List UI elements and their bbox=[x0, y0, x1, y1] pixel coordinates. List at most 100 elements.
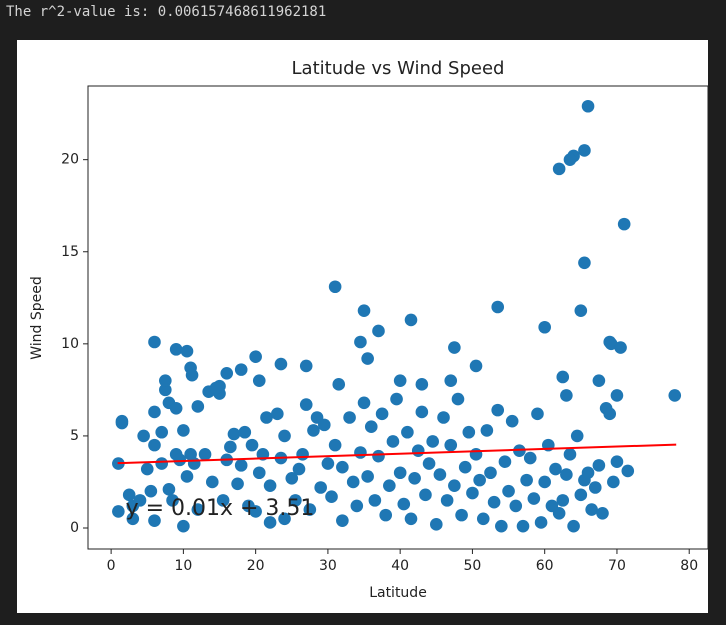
point bbox=[527, 492, 541, 505]
point bbox=[317, 418, 331, 432]
x-tick-label: 10 bbox=[174, 558, 192, 574]
point bbox=[451, 392, 465, 406]
point bbox=[610, 389, 624, 402]
point bbox=[408, 471, 421, 485]
point bbox=[278, 512, 291, 526]
point bbox=[401, 425, 414, 439]
point bbox=[187, 457, 201, 470]
point bbox=[350, 499, 364, 513]
point bbox=[592, 459, 606, 472]
point bbox=[137, 429, 150, 443]
point bbox=[169, 343, 183, 356]
chart-title: Latitude vs Wind Speed bbox=[292, 58, 505, 79]
point bbox=[148, 438, 161, 452]
point bbox=[538, 475, 551, 489]
point bbox=[509, 499, 523, 513]
point bbox=[314, 481, 327, 494]
point bbox=[415, 405, 429, 419]
point bbox=[372, 449, 385, 463]
point bbox=[191, 503, 205, 516]
point bbox=[397, 497, 411, 511]
point bbox=[422, 457, 436, 470]
point bbox=[249, 350, 262, 364]
point bbox=[516, 519, 530, 533]
y-axis-label: Wind Speed bbox=[29, 276, 45, 360]
point bbox=[563, 448, 577, 461]
point bbox=[155, 425, 169, 439]
y-tick-label: 10 bbox=[61, 336, 79, 352]
point bbox=[173, 453, 187, 467]
point bbox=[393, 466, 407, 480]
point bbox=[448, 479, 461, 492]
point bbox=[325, 490, 338, 503]
point bbox=[411, 444, 425, 457]
point bbox=[429, 518, 443, 531]
point bbox=[260, 411, 273, 424]
point bbox=[234, 363, 248, 376]
figure-background bbox=[17, 40, 708, 613]
point bbox=[155, 457, 169, 470]
point bbox=[328, 280, 342, 294]
x-tick-label: 70 bbox=[608, 558, 626, 574]
point bbox=[433, 468, 447, 481]
y-tick-label: 5 bbox=[70, 428, 79, 444]
output-text: The r^2-value is: 0.006157468611962181 bbox=[6, 4, 327, 20]
point bbox=[487, 495, 501, 509]
point bbox=[122, 488, 136, 502]
point bbox=[271, 407, 284, 421]
point bbox=[484, 466, 497, 480]
point bbox=[455, 508, 468, 522]
point bbox=[303, 503, 317, 516]
point bbox=[437, 411, 450, 424]
x-tick-label: 20 bbox=[247, 558, 265, 574]
point bbox=[607, 475, 620, 489]
point bbox=[162, 483, 176, 496]
point bbox=[393, 374, 407, 387]
point bbox=[505, 414, 519, 428]
point bbox=[285, 471, 299, 485]
point bbox=[185, 368, 199, 382]
point bbox=[166, 494, 179, 507]
point bbox=[296, 448, 309, 461]
point bbox=[364, 420, 378, 434]
point bbox=[552, 506, 566, 520]
point bbox=[498, 455, 512, 469]
point bbox=[502, 484, 515, 498]
point bbox=[574, 304, 588, 317]
point bbox=[578, 144, 591, 157]
point bbox=[531, 407, 544, 421]
point bbox=[668, 389, 682, 402]
x-tick-label: 50 bbox=[464, 558, 482, 574]
y-tick-label: 0 bbox=[70, 520, 79, 536]
point bbox=[444, 438, 458, 452]
point bbox=[198, 448, 212, 461]
point bbox=[404, 313, 418, 327]
point bbox=[245, 438, 259, 452]
point bbox=[534, 516, 548, 529]
point bbox=[278, 429, 291, 443]
point bbox=[560, 389, 573, 402]
point bbox=[419, 488, 432, 502]
point bbox=[216, 494, 230, 507]
point bbox=[180, 470, 194, 483]
point bbox=[148, 335, 161, 349]
point bbox=[292, 462, 306, 476]
point bbox=[354, 335, 367, 349]
point bbox=[469, 359, 483, 373]
point bbox=[390, 392, 403, 406]
point bbox=[440, 494, 454, 507]
point bbox=[495, 519, 508, 533]
x-tick-label: 60 bbox=[536, 558, 554, 574]
point bbox=[227, 427, 241, 441]
point bbox=[274, 357, 288, 371]
point bbox=[159, 383, 172, 397]
point bbox=[263, 516, 277, 529]
point bbox=[361, 352, 374, 365]
point bbox=[354, 446, 367, 459]
point bbox=[596, 506, 609, 520]
point bbox=[375, 407, 389, 421]
point bbox=[346, 475, 360, 489]
point bbox=[621, 464, 635, 478]
point bbox=[520, 473, 533, 487]
point bbox=[357, 396, 371, 410]
